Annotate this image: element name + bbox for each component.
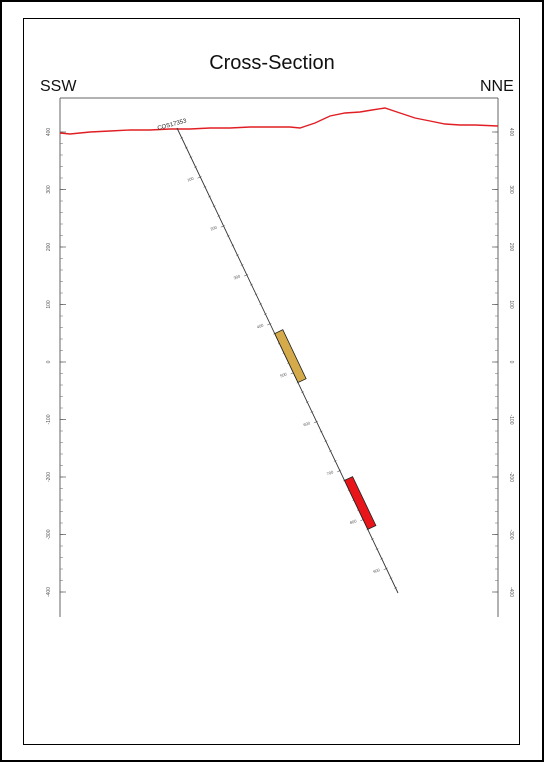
elevation-tick-label-right: 400 <box>508 128 514 137</box>
depth-label: 200 <box>210 224 219 231</box>
depth-tick <box>203 185 207 188</box>
elevation-tick-label-left: -400 <box>46 587 52 597</box>
direction-right-label: NNE <box>480 78 514 95</box>
elevation-tick-label-left: 200 <box>46 243 52 252</box>
depth-tick <box>226 234 230 237</box>
depth-tick <box>194 166 198 168</box>
depth-tick <box>240 264 244 266</box>
depth-tick <box>189 156 193 159</box>
depth-label: 700 <box>326 469 335 476</box>
depth-tick <box>370 538 374 540</box>
interval-bar <box>343 476 377 530</box>
depth-tick <box>319 430 323 433</box>
depth-tick <box>380 557 384 560</box>
depth-label: 600 <box>303 420 312 427</box>
elevation-tick-label-right: 0 <box>508 361 514 364</box>
depth-tick <box>263 313 267 315</box>
depth-label: 300 <box>233 273 242 280</box>
depth-tick <box>184 146 188 149</box>
assay-intervals <box>274 329 377 530</box>
elevation-tick-label-left: 400 <box>46 128 52 137</box>
elevation-axis-left: 400 300 200 100 0 -100 -200 -300 -400 <box>46 128 66 597</box>
elevation-tick-label-right: -300 <box>508 529 514 539</box>
depth-major-tick <box>220 225 224 228</box>
elevation-tick-label-left: -100 <box>46 414 52 424</box>
depth-tick <box>329 450 332 452</box>
topography-line <box>59 107 499 135</box>
depth-label: 900 <box>372 567 381 574</box>
elevation-tick-label-right: 200 <box>508 243 514 252</box>
depth-tick <box>180 136 184 139</box>
elevation-axis-right: 400 300 200 100 0 -100 -200 -300 -400 <box>492 128 514 597</box>
depth-tick <box>301 391 305 394</box>
depth-label: 800 <box>349 518 358 525</box>
elevation-tick-label-left: 300 <box>46 185 52 194</box>
direction-left-label: SSW <box>40 78 77 95</box>
depth-label: 400 <box>256 322 265 329</box>
elevation-tick-label-left: -200 <box>46 472 52 482</box>
depth-major-tick <box>243 274 247 277</box>
elevation-tick-label-right: -100 <box>508 414 514 424</box>
depth-tick <box>254 293 258 296</box>
depth-tick <box>305 401 309 403</box>
depth-tick <box>236 254 239 257</box>
depth-tick <box>217 215 221 217</box>
elevation-tick-label-right: 300 <box>508 185 514 194</box>
section-title: Cross-Section <box>209 52 335 74</box>
depth-tick <box>208 195 212 198</box>
interval-bar <box>274 329 307 384</box>
elevation-tick-label-left: 100 <box>46 300 52 309</box>
depth-tick <box>310 411 314 413</box>
section-frame <box>59 97 499 617</box>
depth-label: 500 <box>279 371 288 378</box>
depth-tick <box>389 577 393 580</box>
depth-tick <box>333 460 337 462</box>
depth-major-tick <box>360 519 364 522</box>
elevation-tick-label-right: -200 <box>508 472 514 482</box>
depth-major-tick <box>290 372 294 375</box>
elevation-tick-label-left: -300 <box>46 529 52 539</box>
depth-tick <box>212 205 216 208</box>
depth-major-tick <box>337 470 340 473</box>
depth-tick <box>231 244 235 247</box>
depth-tick <box>324 440 328 443</box>
depth-tick <box>375 548 379 550</box>
depth-major-tick <box>267 323 271 326</box>
depth-tick <box>250 283 253 286</box>
drillhole-id-label: COS17353 <box>157 118 188 132</box>
depth-major-tick <box>197 176 201 179</box>
elevation-tick-label-right: 100 <box>508 300 514 309</box>
depth-major-tick <box>313 421 317 424</box>
depth-tick <box>259 303 263 306</box>
page-frame <box>23 18 520 745</box>
depth-label: 100 <box>186 175 195 182</box>
depth-major-tick <box>383 568 387 571</box>
elevation-tick-label-right: -400 <box>508 587 514 597</box>
elevation-tick-label-left: 0 <box>46 360 52 363</box>
depth-tick <box>394 587 398 589</box>
